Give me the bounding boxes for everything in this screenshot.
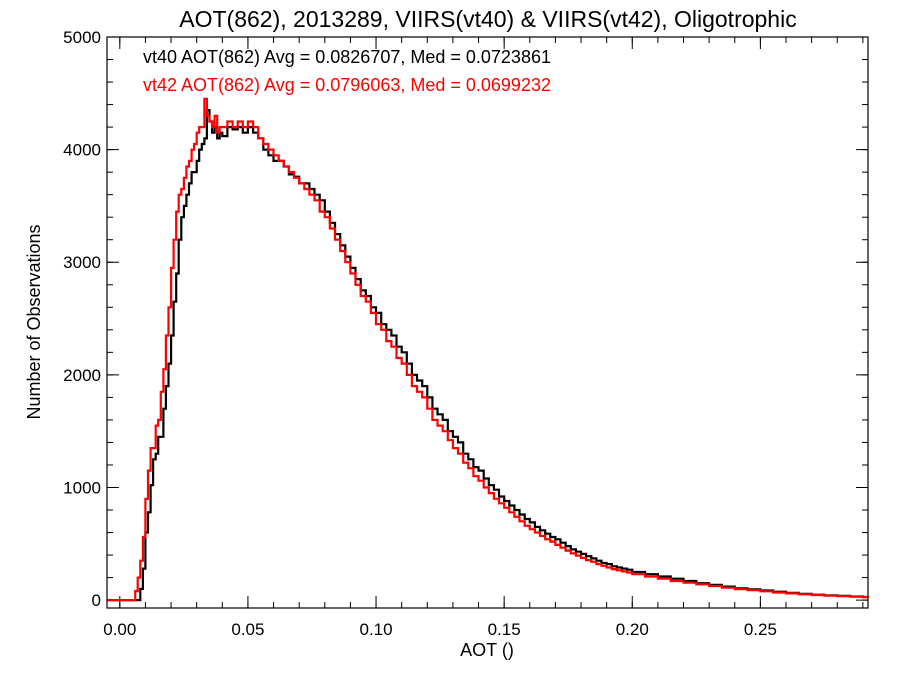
series-vt40-line <box>107 109 870 602</box>
y-tick-label: 5000 <box>63 28 101 47</box>
x-tick-label: 0.15 <box>488 620 521 639</box>
y-tick-label: 1000 <box>63 478 101 497</box>
plot-frame <box>106 36 869 609</box>
y-tick-label: 0 <box>92 591 101 610</box>
y-tick-label: 4000 <box>63 141 101 160</box>
series-vt42-line <box>107 97 870 602</box>
y-tick-label: 2000 <box>63 366 101 385</box>
legend-entry-vt40: vt40 AOT(862) Avg = 0.0826707, Med = 0.0… <box>143 47 551 67</box>
series-layer <box>107 97 870 602</box>
x-axis-ticks: 0.00 0.05 0.10 0.15 0.20 0.25 <box>103 37 864 639</box>
x-axis-label: AOT () <box>460 640 514 660</box>
y-tick-label: 3000 <box>63 253 101 272</box>
legend-entry-vt42: vt42 AOT(862) Avg = 0.0796063, Med = 0.0… <box>143 75 551 95</box>
x-tick-label: 0.20 <box>616 620 649 639</box>
x-tick-label: 0.10 <box>359 620 392 639</box>
x-tick-label: 0.00 <box>103 620 136 639</box>
y-axis-label: Number of Observations <box>24 224 44 419</box>
chart-title: AOT(862), 2013289, VIIRS(vt40) & VIIRS(v… <box>179 6 796 32</box>
x-tick-label: 0.25 <box>744 620 777 639</box>
x-tick-label: 0.05 <box>231 620 264 639</box>
y-axis-ticks: 0 1000 2000 3000 4000 5000 <box>63 28 868 610</box>
